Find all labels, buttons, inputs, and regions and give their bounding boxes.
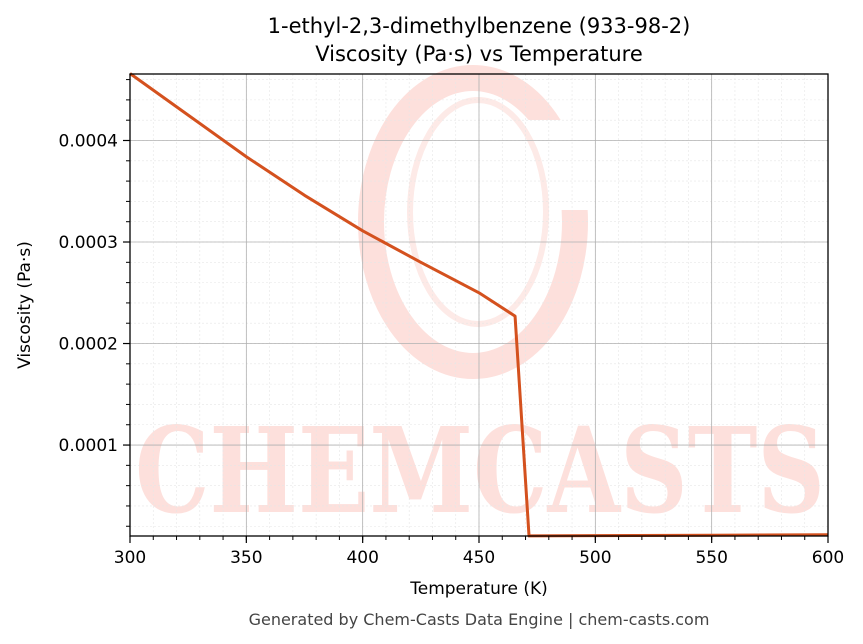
x-tick-label: 450 <box>463 548 495 568</box>
x-tick-label: 550 <box>695 548 727 568</box>
y-axis-label: Viscosity (Pa·s) <box>15 241 35 369</box>
y-tick-label: 0.0002 <box>59 335 118 355</box>
watermark-text: CHEMCASTS <box>135 401 825 540</box>
x-tick-label: 500 <box>579 548 611 568</box>
axis-ticks <box>123 79 829 543</box>
footer-credit: Generated by Chem-Casts Data Engine | ch… <box>249 610 710 629</box>
x-tick-label: 600 <box>812 548 844 568</box>
y-tick-label: 0.0001 <box>59 436 118 456</box>
chart-title-line2: Viscosity (Pa·s) vs Temperature <box>315 42 643 66</box>
x-tick-label: 400 <box>346 548 378 568</box>
watermark-logo: CHEMCASTS <box>135 65 825 540</box>
x-tick-label: 350 <box>230 548 262 568</box>
y-tick-label: 0.0003 <box>59 233 118 253</box>
y-tick-label: 0.0004 <box>59 131 118 151</box>
x-tick-label: 300 <box>114 548 146 568</box>
x-tick-labels: 300 350 400 450 500 550 600 <box>114 548 844 568</box>
x-axis-label: Temperature (K) <box>409 579 548 599</box>
y-tick-labels: 0.0001 0.0002 0.0003 0.0004 <box>59 131 118 456</box>
chart-title-line1: 1-ethyl-2,3-dimethylbenzene (933-98-2) <box>268 14 691 38</box>
